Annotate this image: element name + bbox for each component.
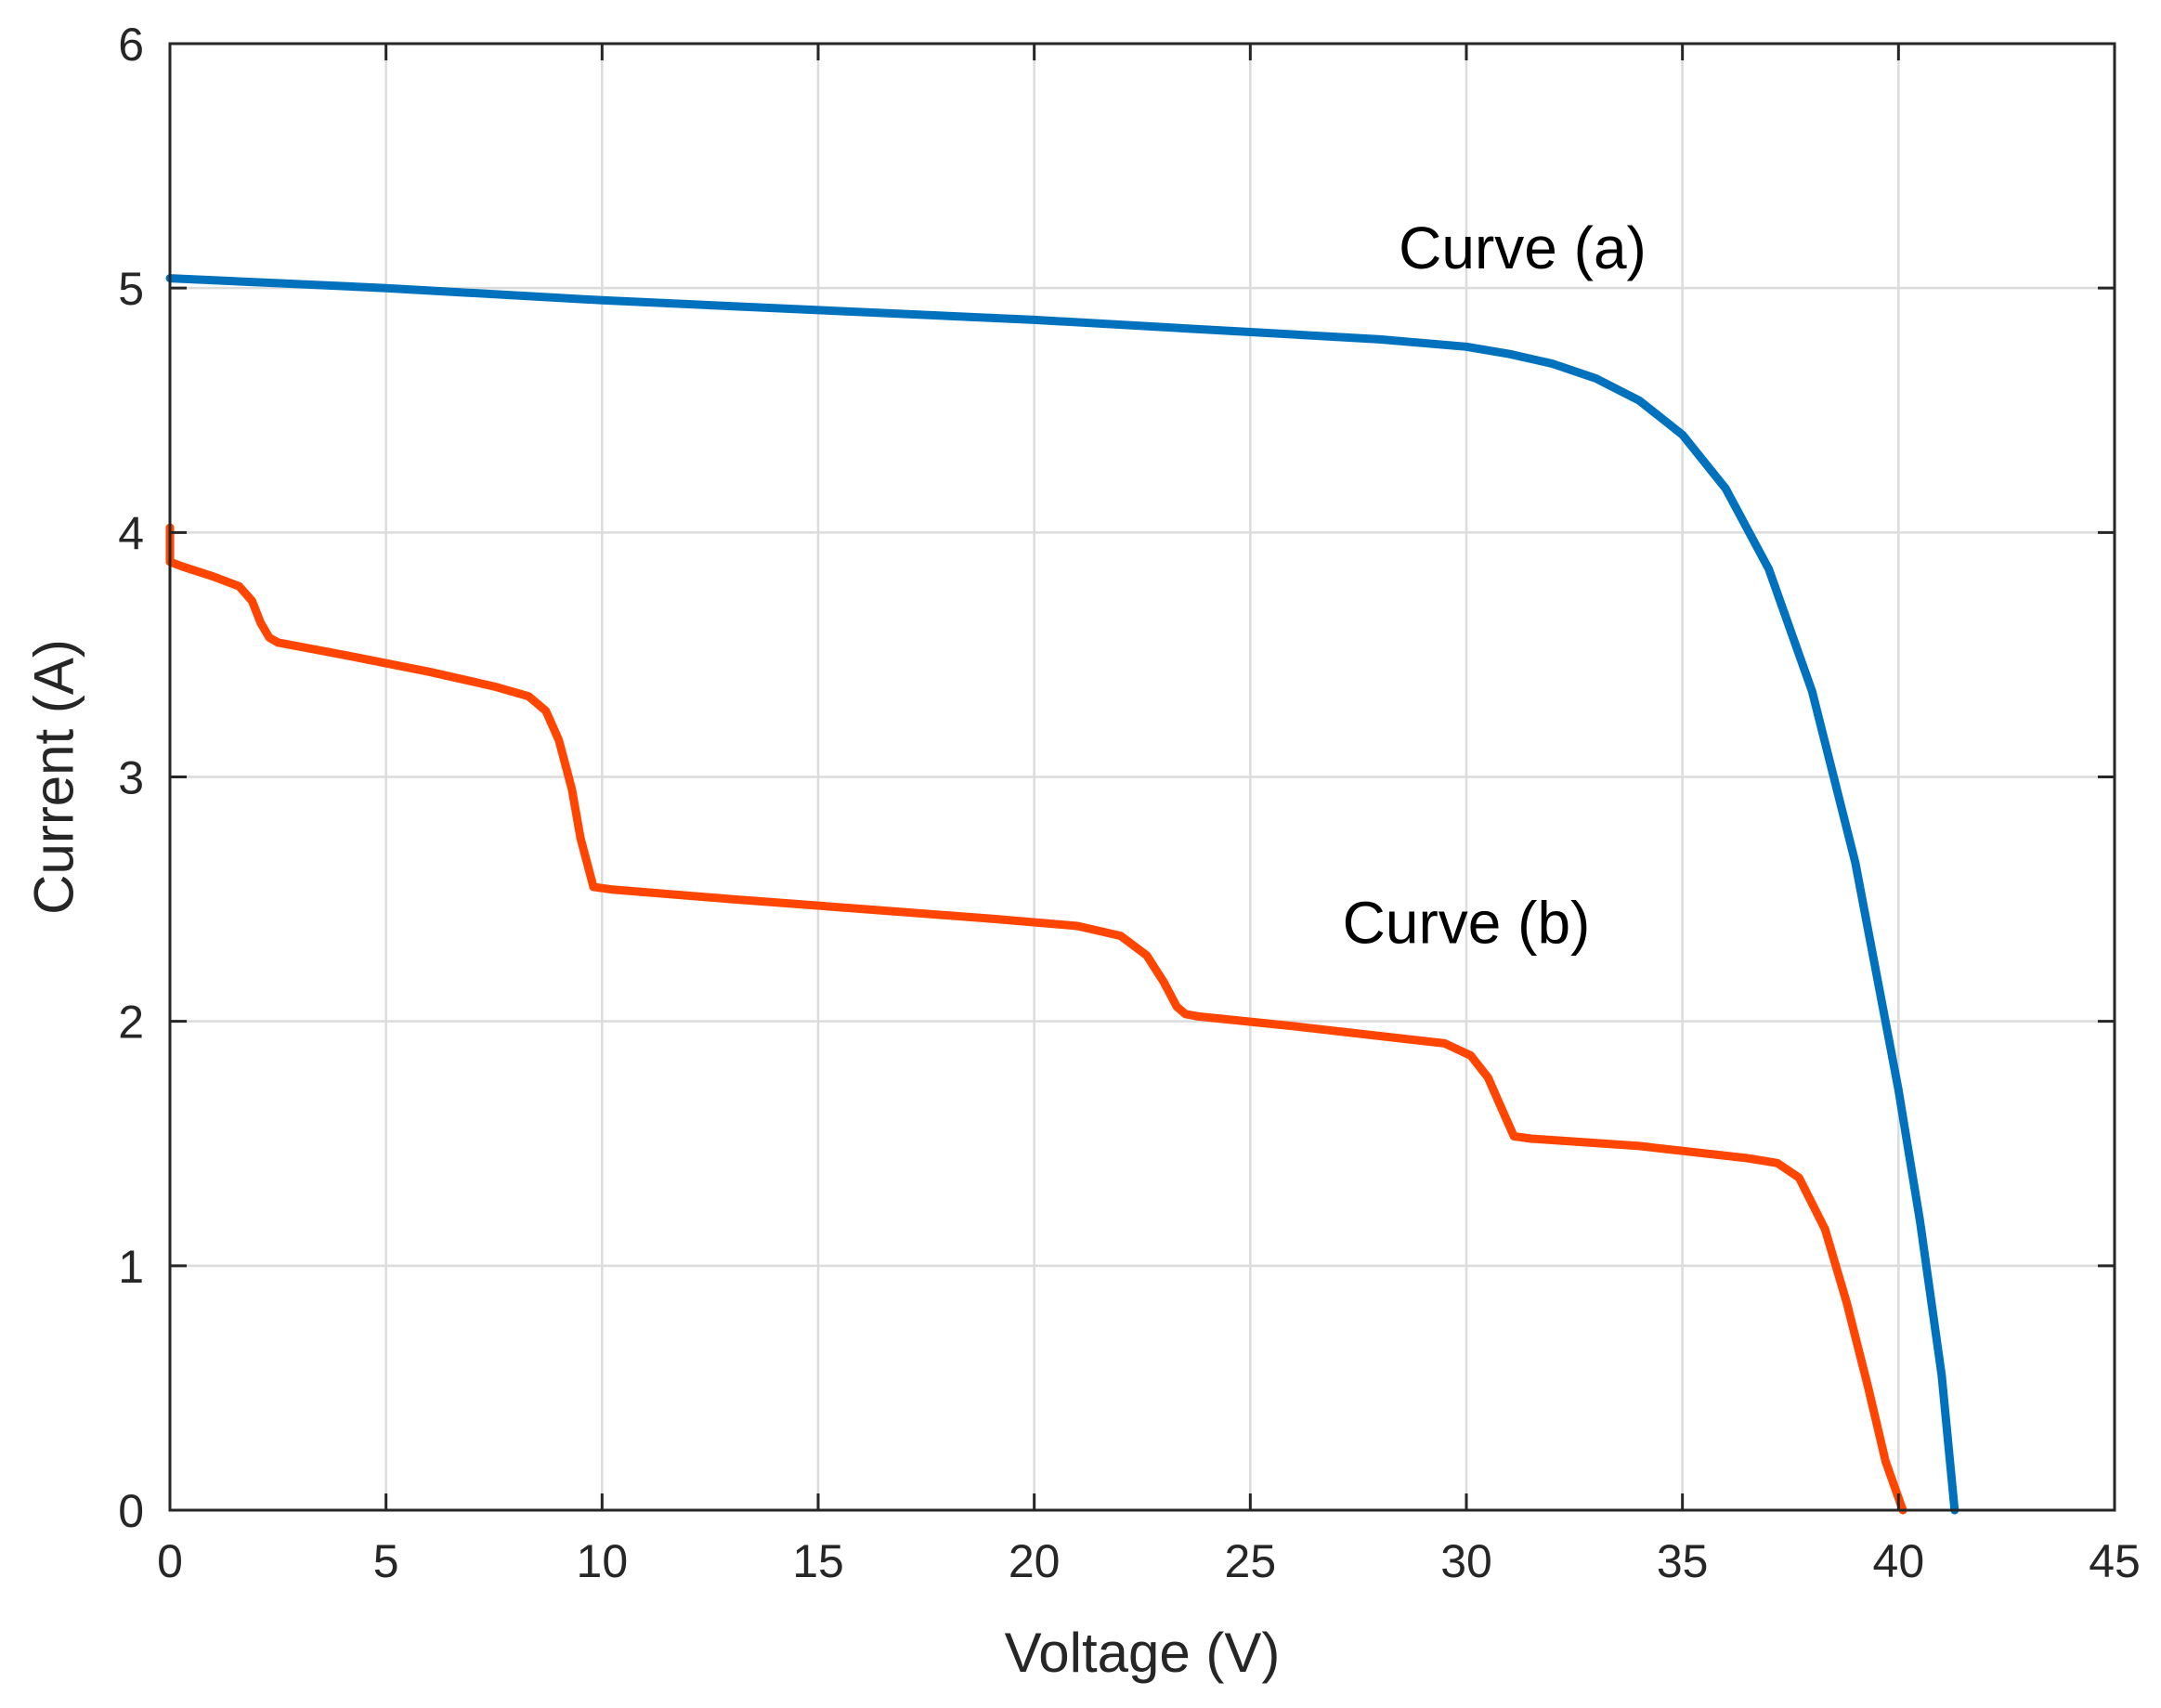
y-tick-label: 3 [118, 752, 144, 804]
y-axis-label: Current (A) [23, 639, 85, 915]
x-tick-label: 5 [373, 1535, 399, 1587]
y-tick-label: 0 [118, 1485, 144, 1537]
annotations: Curve (a) Curve (b) [1343, 215, 1647, 956]
x-tick-label: 45 [2089, 1535, 2141, 1587]
x-tick-label: 25 [1225, 1535, 1277, 1587]
x-tick-label: 0 [157, 1535, 183, 1587]
annotation-curve-b: Curve (b) [1343, 889, 1591, 956]
x-tick-label: 15 [792, 1535, 844, 1587]
x-axis-label: Voltage (V) [1005, 1622, 1281, 1684]
y-tick-label: 1 [118, 1241, 144, 1293]
x-tick-label: 30 [1440, 1535, 1492, 1587]
annotation-curve-a: Curve (a) [1399, 215, 1647, 281]
grid [170, 44, 2115, 1510]
series-line-curve-a [165, 274, 1959, 1515]
y-tick-label: 6 [118, 19, 144, 71]
x-tick-label: 35 [1657, 1535, 1709, 1587]
y-tick-label: 4 [118, 507, 144, 559]
y-tick-label: 5 [118, 263, 144, 315]
x-tick-label: 20 [1009, 1535, 1061, 1587]
series-layer [165, 274, 1959, 1515]
y-tick-label: 2 [118, 997, 144, 1049]
x-tick-label: 10 [577, 1535, 629, 1587]
x-tick-label: 40 [1873, 1535, 1925, 1587]
series-line-curve-b [165, 523, 1907, 1515]
